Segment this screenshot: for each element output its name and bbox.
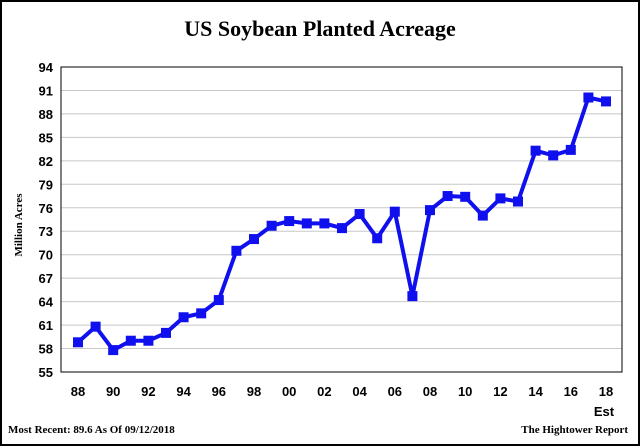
data-point <box>495 193 506 204</box>
data-point <box>442 191 453 202</box>
y-tick-label: 85 <box>39 130 53 145</box>
x-tick-labels: 88 90 92 94 96 98 00 02 04 06 08 10 12 14 16 18 Est <box>71 384 615 419</box>
data-point <box>249 234 259 245</box>
gridlines <box>61 66 622 373</box>
data-point <box>477 210 488 221</box>
most-recent-note: Most Recent: 89.6 As Of 09/12/2018 <box>8 424 175 436</box>
y-tick-label: 76 <box>39 201 53 216</box>
data-point <box>319 218 330 229</box>
x-tick-label: 06 <box>388 384 402 399</box>
data-point <box>601 96 611 107</box>
x-tick-label: 94 <box>176 384 191 399</box>
y-tick-label: 61 <box>39 318 53 333</box>
data-point <box>143 335 154 346</box>
data-point <box>513 196 523 207</box>
x-tick-label: 88 <box>71 384 85 399</box>
data-point <box>161 327 171 338</box>
data-point <box>213 295 224 306</box>
y-tick-label: 94 <box>39 60 54 75</box>
data-point <box>196 308 207 319</box>
data-point <box>425 205 435 216</box>
y-tick-label: 88 <box>39 107 53 122</box>
y-tick-label: 70 <box>39 248 53 263</box>
data-point <box>460 191 471 202</box>
x-tick-label: 14 <box>528 384 543 399</box>
x-tick-label: 96 <box>212 384 226 399</box>
chart-title: US Soybean Planted Acreage <box>184 16 456 41</box>
data-point <box>73 337 83 348</box>
data-point <box>389 206 400 217</box>
y-tick-label: 79 <box>39 177 53 192</box>
y-tick-label: 82 <box>39 154 53 169</box>
y-tick-label: 73 <box>39 224 53 239</box>
x-tick-label: 00 <box>282 384 296 399</box>
data-point <box>372 233 383 244</box>
data-point <box>178 312 189 323</box>
y-tick-label: 55 <box>39 365 53 380</box>
data-point <box>90 321 101 332</box>
x-tick-label: 10 <box>458 384 472 399</box>
y-tick-label: 64 <box>39 295 54 310</box>
data-point <box>354 209 365 220</box>
source-credit: The Hightower Report <box>521 424 628 436</box>
data-point <box>407 291 418 302</box>
data-point <box>548 150 559 161</box>
x-extra-label: Est <box>594 404 615 419</box>
data-point <box>108 345 119 356</box>
x-tick-label: 08 <box>423 384 437 399</box>
data-point <box>125 335 136 346</box>
data-point <box>583 92 594 103</box>
x-tick-label: 90 <box>106 384 120 399</box>
x-tick-label: 02 <box>317 384 331 399</box>
data-point <box>266 220 277 231</box>
data-point <box>530 145 541 156</box>
x-tick-label: 16 <box>564 384 578 399</box>
data-point <box>231 245 242 256</box>
x-tick-label: 18 <box>599 384 613 399</box>
data-point <box>284 216 295 227</box>
x-tick-label: 98 <box>247 384 261 399</box>
data-point <box>301 218 312 229</box>
data-point <box>565 144 576 155</box>
x-tick-label: 92 <box>141 384 155 399</box>
y-tick-label: 91 <box>39 83 53 98</box>
x-tick-label: 12 <box>493 384 507 399</box>
data-point <box>337 223 347 234</box>
y-tick-labels: 55 58 61 64 67 70 73 76 79 82 85 88 91 94 <box>39 60 54 380</box>
y-tick-label: 58 <box>39 342 53 357</box>
plot-area-border <box>60 66 623 373</box>
x-tick-label: 04 <box>352 384 367 399</box>
series-markers <box>73 92 611 356</box>
y-tick-label: 67 <box>39 271 53 286</box>
